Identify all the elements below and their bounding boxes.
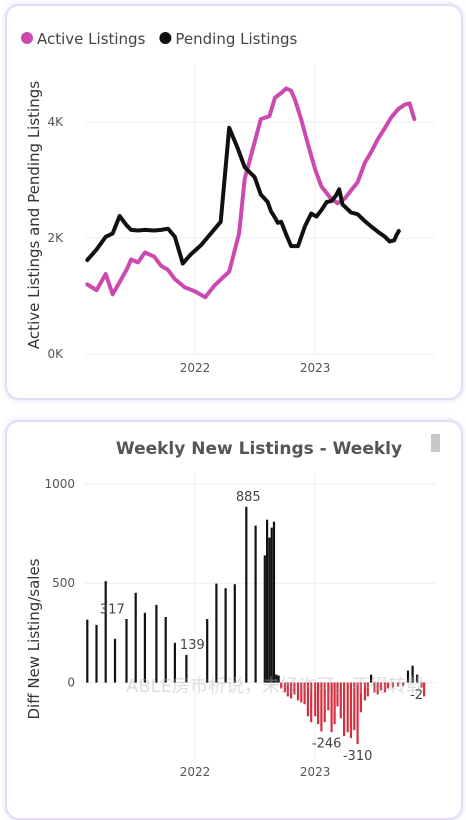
bar-positive [411,665,414,683]
bar-positive [263,555,266,683]
bar-positive [86,619,89,683]
bar-positive [416,674,419,683]
bar-negative [286,682,289,697]
bar-negative [330,682,333,733]
chart-title: Weekly New Listings - Weekly [116,439,402,459]
pending-listings-line [85,125,401,266]
bar-negative [386,682,389,689]
bar-negative [343,682,346,737]
bar-negative [356,682,359,745]
bar-negative [353,682,356,731]
data-label: -2 [410,688,423,703]
bar-positive [245,506,248,683]
data-label: 139 [180,638,205,653]
bar-negative [346,682,349,733]
data-label: 885 [236,490,261,505]
bar-negative [420,682,423,688]
bar-positive [206,619,209,683]
bar-negative [296,682,300,701]
active-listings-line [85,86,417,300]
bar-positive [113,638,117,683]
y-tick-label: 0 [67,676,75,690]
bar-positive [277,675,280,683]
bar-positive [215,583,218,683]
y-tick-label: 1000 [44,477,75,491]
bar-negative [320,682,323,732]
y-tick-label: 4K [47,115,64,129]
bar-negative [306,682,309,717]
y-axis-label: Diff New Listing/sales [25,558,43,719]
legend-marker-active [21,32,33,44]
bar-positive [370,674,373,683]
bar-negative [349,682,353,739]
y-tick-label: 2K [47,231,64,245]
weekly-new-listings-chart: Weekly New Listings - Weekly 0 500 1000 2022… [25,439,435,779]
bar-positive [233,584,236,683]
bar-negative [397,682,400,687]
bar-negative [327,682,330,711]
bar-positive [266,519,269,683]
bar-positive [185,654,188,683]
bar-negative [336,682,339,707]
bar-positive [104,581,107,683]
bar-positive [143,612,146,683]
bar-negative [300,682,303,703]
legend-label-active: Active Listings [37,30,146,48]
bar-negative [323,682,326,723]
bar-negative [402,682,405,686]
bar-negative [366,682,369,697]
x-tick-label: 2022 [180,765,211,779]
bar-negative [310,682,313,723]
bar-negative [391,682,394,688]
bar-negative [283,682,286,693]
bar-negative [423,682,426,697]
bar-positive [275,674,278,683]
bar-positive [224,588,227,683]
bar-positive [254,525,257,683]
legend: Active Listings Pending Listings [21,30,298,48]
listings-line-chart: Active Listings Pending Listings 0K 2K 4K 202… [21,30,435,375]
bar-negative [290,682,293,699]
bar-positive [270,527,273,683]
legend-marker-pending [159,32,172,44]
bar-positive [406,670,410,683]
bar-positive [272,521,276,683]
bar-negative [339,682,342,719]
y-axis-label: Active Listings and Pending Listings [25,81,43,349]
bar-negative [280,682,283,689]
x-tick-label: 2023 [300,361,331,375]
listings-line-chart-card: Active Listings Pending Listings 0K 2K 4K 202… [5,4,463,400]
y-tick-label: 500 [52,576,75,590]
bar-negative [363,682,366,701]
x-tick-label: 2022 [180,361,211,375]
bar-positive [173,642,176,683]
bar-negative [379,682,383,691]
bar-positive [164,617,167,683]
bar-negative [359,682,362,713]
data-label: -310 [343,749,373,764]
bar-positive [155,604,158,683]
bar-positive [134,592,137,683]
data-label: 317 [100,603,125,618]
bar-positive [268,537,271,683]
bar-negative [303,682,306,705]
x-tick-label: 2023 [300,765,331,779]
bar-negative [383,682,387,693]
data-label: -246 [312,736,342,751]
scrollbar-thumb[interactable] [431,434,440,452]
bar-negative [317,682,320,725]
bar-negative [376,682,379,695]
bar-negative [373,682,376,693]
bar-positive [125,619,128,683]
bar-negative [314,682,317,717]
bar-positive [95,624,98,683]
legend-label-pending: Pending Listings [175,30,297,48]
y-tick-label: 0K [47,347,64,361]
bar-negative [293,682,296,695]
bar-negative [333,682,336,725]
weekly-new-listings-card: Weekly New Listings - Weekly 0 500 1000 2022… [5,420,463,820]
